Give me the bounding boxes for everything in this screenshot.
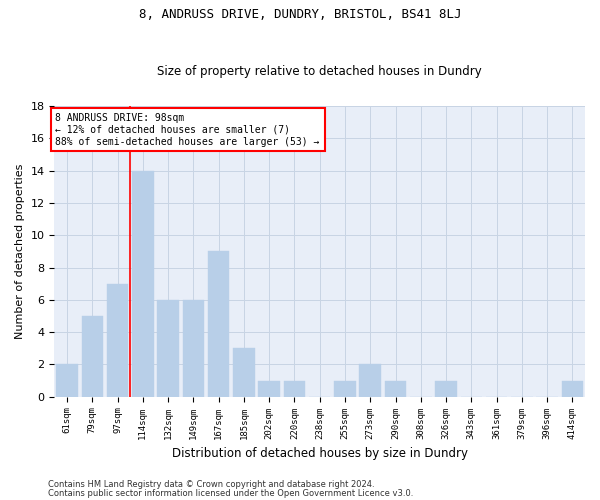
Bar xyxy=(385,380,406,396)
Text: Contains public sector information licensed under the Open Government Licence v3: Contains public sector information licen… xyxy=(48,488,413,498)
Title: Size of property relative to detached houses in Dundry: Size of property relative to detached ho… xyxy=(157,66,482,78)
Bar xyxy=(259,380,280,396)
Bar xyxy=(56,364,78,396)
Bar xyxy=(334,380,356,396)
Bar xyxy=(157,300,179,396)
Bar xyxy=(132,170,154,396)
Text: 8 ANDRUSS DRIVE: 98sqm
← 12% of detached houses are smaller (7)
88% of semi-deta: 8 ANDRUSS DRIVE: 98sqm ← 12% of detached… xyxy=(55,114,320,146)
Bar xyxy=(182,300,204,396)
Bar xyxy=(233,348,254,397)
Text: Contains HM Land Registry data © Crown copyright and database right 2024.: Contains HM Land Registry data © Crown c… xyxy=(48,480,374,489)
Bar xyxy=(284,380,305,396)
Bar xyxy=(435,380,457,396)
Bar xyxy=(82,316,103,396)
Y-axis label: Number of detached properties: Number of detached properties xyxy=(15,164,25,339)
Bar xyxy=(107,284,128,397)
Bar xyxy=(562,380,583,396)
X-axis label: Distribution of detached houses by size in Dundry: Distribution of detached houses by size … xyxy=(172,447,468,460)
Bar xyxy=(359,364,381,396)
Text: 8, ANDRUSS DRIVE, DUNDRY, BRISTOL, BS41 8LJ: 8, ANDRUSS DRIVE, DUNDRY, BRISTOL, BS41 … xyxy=(139,8,461,20)
Bar xyxy=(208,252,229,396)
